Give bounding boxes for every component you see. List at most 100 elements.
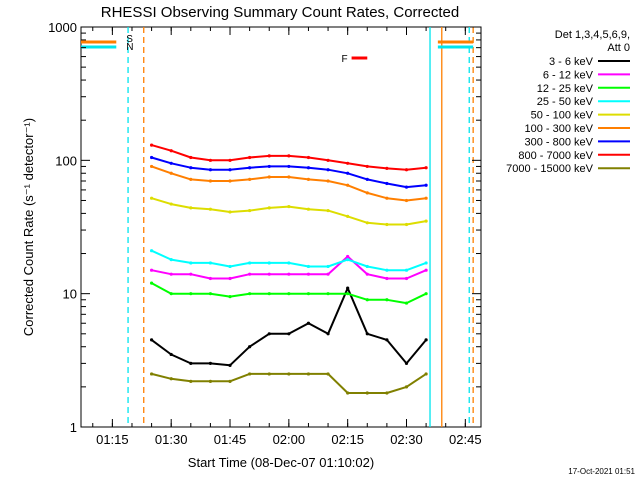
data-point <box>149 372 154 376</box>
data-point <box>365 191 369 195</box>
data-point <box>287 332 291 336</box>
data-point <box>169 149 173 153</box>
data-point <box>149 281 154 285</box>
data-point <box>306 155 311 160</box>
data-point <box>169 352 173 357</box>
legend-label: 6 - 12 keV <box>543 69 594 81</box>
data-point <box>228 264 232 269</box>
data-point <box>287 261 291 265</box>
data-point <box>346 183 350 187</box>
data-point <box>326 158 330 162</box>
data-point <box>287 372 291 376</box>
x-axis-label: Start Time (08-Dec-07 01:10:02) <box>188 455 374 470</box>
data-point <box>267 154 271 158</box>
data-point <box>365 272 369 276</box>
data-point <box>208 179 213 183</box>
data-point <box>149 143 154 147</box>
legend-label: 300 - 800 keV <box>525 136 594 148</box>
data-point <box>365 391 369 395</box>
plot-area <box>80 26 482 428</box>
data-point <box>306 166 311 170</box>
data-point <box>404 268 409 272</box>
data-point <box>189 379 193 383</box>
data-point <box>189 155 193 160</box>
data-point <box>228 179 232 183</box>
flag-label: F <box>341 54 347 65</box>
data-point <box>326 264 330 269</box>
x-axis: 01:15 01:30 01:45 02:00 02:15 02:30 02:45 <box>92 27 482 447</box>
data-point <box>287 175 291 179</box>
data-point <box>326 372 330 376</box>
data-point <box>267 292 271 296</box>
data-point <box>267 175 271 179</box>
series-line <box>151 249 427 272</box>
data-point <box>149 338 154 342</box>
data-point <box>346 391 350 395</box>
data-point <box>365 221 369 225</box>
data-point <box>404 385 409 389</box>
data-point <box>248 372 252 376</box>
timestamp: 17-Oct-2021 01:51 <box>568 467 635 476</box>
data-point <box>169 202 173 206</box>
data-point <box>189 261 193 265</box>
data-point <box>189 166 193 170</box>
data-point <box>346 254 350 259</box>
data-point <box>169 161 173 165</box>
chart-title: RHESSI Observing Summary Count Rates, Co… <box>101 4 459 21</box>
data-point <box>424 268 428 272</box>
data-point <box>365 332 369 336</box>
data-point <box>267 261 271 265</box>
x-tick-label: 02:30 <box>390 432 423 447</box>
data-point <box>404 198 409 203</box>
legend-label: 25 - 50 keV <box>537 96 594 108</box>
legend-label: 50 - 100 keV <box>531 110 594 122</box>
data-point <box>228 363 232 367</box>
data-point <box>306 264 311 269</box>
legend-label: 100 - 300 keV <box>525 123 594 135</box>
data-point <box>385 166 389 170</box>
data-point <box>169 377 173 381</box>
x-tick-label: 02:00 <box>273 432 306 447</box>
data-point <box>169 272 173 276</box>
data-point <box>267 372 271 376</box>
data-point <box>228 379 232 383</box>
data-point <box>385 338 389 342</box>
data-point <box>149 155 154 160</box>
data-point <box>306 272 311 276</box>
data-point <box>306 372 311 376</box>
data-point <box>424 166 428 170</box>
data-point <box>228 210 232 214</box>
data-point <box>424 372 428 376</box>
data-point <box>404 301 409 305</box>
y-axis: 1 10 100 1000 <box>48 20 481 435</box>
data-point <box>248 155 252 160</box>
legend-header-detectors: Det 1,3,4,5,6,9, <box>555 29 630 41</box>
data-point <box>346 292 350 296</box>
data-point <box>404 185 409 189</box>
data-point <box>326 168 330 172</box>
data-point <box>326 208 330 213</box>
legend-label: 7000 - 15000 keV <box>506 163 594 175</box>
data-point <box>385 268 389 272</box>
data-point <box>365 298 369 302</box>
data-point <box>208 261 213 265</box>
data-point <box>208 379 213 383</box>
flag-label: S <box>126 34 133 45</box>
data-point <box>248 345 252 349</box>
data-point <box>287 272 291 276</box>
flag-label: N <box>126 42 133 53</box>
data-point <box>287 204 291 209</box>
y-tick-label: 1000 <box>48 20 77 35</box>
x-tick-label: 02:45 <box>449 432 482 447</box>
data-point <box>365 177 369 181</box>
data-point <box>424 219 428 223</box>
data-point <box>326 332 330 336</box>
y-tick-label: 1 <box>70 420 77 435</box>
data-point <box>306 292 311 296</box>
data-point <box>228 276 232 281</box>
data-point <box>228 295 232 299</box>
data-point <box>267 272 271 276</box>
data-point <box>149 164 154 169</box>
data-point <box>326 292 330 296</box>
